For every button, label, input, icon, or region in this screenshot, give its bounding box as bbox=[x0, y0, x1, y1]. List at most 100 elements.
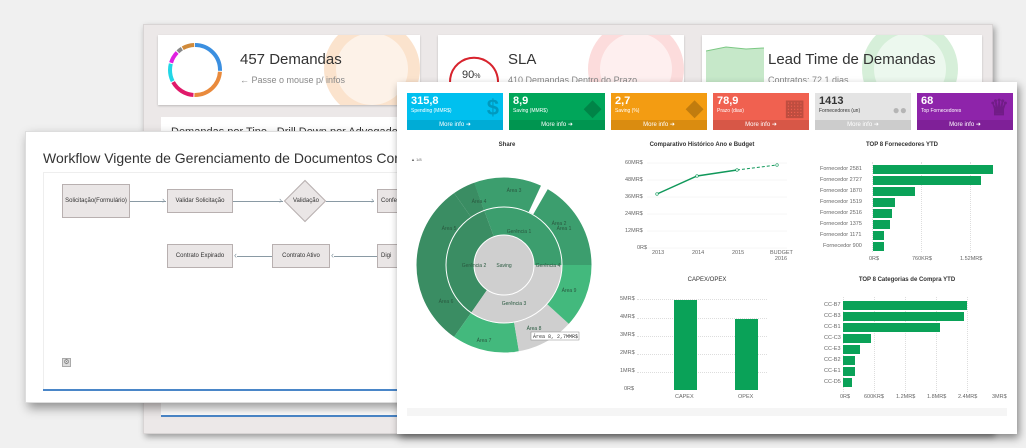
bar[interactable] bbox=[843, 312, 964, 321]
share-chart-title: Share bbox=[498, 142, 516, 148]
sla-gauge-value: 90% bbox=[462, 69, 481, 81]
calendar-icon: ▦ bbox=[784, 95, 805, 120]
tile-value: 315,8 bbox=[411, 95, 439, 107]
node-validacao-label: Validação bbox=[293, 198, 319, 204]
svg-text:Área 1: Área 1 bbox=[557, 225, 572, 232]
bar[interactable] bbox=[843, 323, 940, 332]
tile-label: Spending (MMR$) bbox=[411, 108, 452, 114]
chart-legend-note: ▲ 1/8 bbox=[411, 157, 422, 162]
dashboard-footer bbox=[407, 408, 1007, 416]
tile-top-fornecedores[interactable]: 68 Top Fornecedores ♛ More info ➜ bbox=[917, 93, 1013, 130]
node-contrato-ativo[interactable]: Contrato Ativo bbox=[272, 244, 330, 268]
bar[interactable] bbox=[843, 345, 860, 354]
bar[interactable] bbox=[873, 231, 884, 240]
bar-capex[interactable] bbox=[674, 300, 697, 390]
sla-subtitle: 410 Demandas Dentro do Prazo bbox=[508, 75, 638, 85]
demandas-title: 457 Demandas bbox=[240, 51, 342, 68]
bar[interactable] bbox=[873, 176, 981, 185]
demandas-subtitle: ← Passe o mouse p/ infos bbox=[240, 75, 346, 85]
edge bbox=[130, 201, 166, 202]
arrow-right-icon: › bbox=[279, 195, 282, 205]
tile-label: Fornecedores (un) bbox=[819, 108, 861, 114]
svg-text:Área 6: Área 6 bbox=[439, 298, 454, 305]
tile-prazo[interactable]: 78,9 Prazo (dias) ▦ More info ➜ bbox=[713, 93, 809, 130]
more-info-link[interactable]: More info ➜ bbox=[917, 120, 1013, 130]
more-info-link[interactable]: More info ➜ bbox=[611, 120, 707, 130]
svg-text:Gerência 2: Gerência 2 bbox=[462, 263, 487, 269]
svg-text:Área 4: Área 4 bbox=[472, 198, 487, 205]
bar[interactable] bbox=[843, 367, 855, 376]
tile-label: Saving (%) bbox=[615, 108, 640, 114]
demandas-donut-chart[interactable] bbox=[166, 41, 224, 99]
edge bbox=[237, 256, 272, 257]
arrow-right-icon: › bbox=[371, 195, 374, 205]
users-icon: ●● bbox=[892, 103, 908, 117]
edge bbox=[233, 201, 283, 202]
bar[interactable] bbox=[873, 220, 890, 229]
bar[interactable] bbox=[873, 209, 892, 218]
svg-text:Saving: Saving bbox=[496, 263, 512, 269]
capex-opex-title: CAPEX/OPEX bbox=[687, 277, 727, 283]
line-chart-title: Comparativo Histórico Ano e Budget bbox=[649, 142, 755, 148]
sla-gauge bbox=[449, 56, 499, 96]
bar-opex[interactable] bbox=[735, 319, 758, 390]
tile-value: 78,9 bbox=[717, 95, 739, 107]
bar[interactable] bbox=[873, 165, 993, 174]
tag-icon: ◆ bbox=[686, 95, 703, 120]
bar[interactable] bbox=[873, 187, 915, 196]
bar[interactable] bbox=[843, 301, 967, 310]
svg-text:Área 9: Área 9 bbox=[562, 287, 577, 294]
svg-text:Área 2: Área 2 bbox=[552, 220, 567, 227]
tile-value: 68 bbox=[921, 95, 934, 107]
more-info-link[interactable]: More info ➜ bbox=[509, 120, 605, 130]
node-solicitacao[interactable]: Solicitação(Formulário) bbox=[62, 184, 130, 218]
lead-time-title: Lead Time de Demandas bbox=[768, 51, 936, 68]
tile-label: Top Fornecedores bbox=[921, 108, 962, 114]
dollar-icon: $ bbox=[486, 95, 499, 120]
tag-icon: ◆ bbox=[584, 95, 601, 120]
arrow-left-icon: ‹ bbox=[234, 250, 237, 260]
bar[interactable] bbox=[843, 356, 855, 365]
edge bbox=[334, 256, 377, 257]
svg-text:Gerência 4: Gerência 4 bbox=[536, 263, 561, 269]
trophy-icon: ♛ bbox=[989, 95, 1009, 120]
bar[interactable] bbox=[873, 242, 884, 251]
sla-title: SLA bbox=[508, 51, 537, 68]
bar[interactable] bbox=[843, 378, 852, 387]
more-info-link[interactable]: More info ➜ bbox=[815, 120, 911, 130]
tile-spending[interactable]: 315,8 Spending (MMR$) $ More info ➜ bbox=[407, 93, 503, 130]
edge bbox=[326, 201, 374, 202]
tile-value: 2,7 bbox=[615, 95, 631, 107]
svg-text:Área 3: Área 3 bbox=[507, 187, 522, 194]
workflow-canvas: Solicitação(Formulário) › Validar Solici… bbox=[43, 172, 409, 390]
arrow-right-icon: › bbox=[162, 195, 165, 205]
node-validar-solicitacao[interactable]: Validar Solicitação bbox=[167, 189, 233, 213]
lead-time-subtitle: Contratos: 72.1 dias bbox=[768, 75, 849, 85]
panel-bottom-border bbox=[43, 389, 409, 391]
bar[interactable] bbox=[843, 334, 871, 343]
demandas-card[interactable]: 457 Demandas ← Passe o mouse p/ infos bbox=[158, 35, 420, 105]
sunburst-tooltip: Área 8, 2,7MMR$ bbox=[533, 333, 578, 340]
more-info-link[interactable]: More info ➜ bbox=[713, 120, 809, 130]
svg-text:Área 5: Área 5 bbox=[442, 225, 457, 232]
front-dashboard-window: 315,8 Spending (MMR$) $ More info ➜ 8,9 … bbox=[397, 82, 1017, 434]
tile-value: 1413 bbox=[819, 95, 844, 107]
bar[interactable] bbox=[873, 198, 895, 207]
tile-saving-pct[interactable]: 2,7 Saving (%) ◆ More info ➜ bbox=[611, 93, 707, 130]
tile-fornecedores[interactable]: 1413 Fornecedores (un) ●● More info ➜ bbox=[815, 93, 911, 130]
node-contrato-expirado[interactable]: Contrato Expirado bbox=[167, 244, 233, 268]
workflow-window: Workflow Vigente de Gerenciamento de Doc… bbox=[25, 131, 410, 403]
tile-label: Prazo (dias) bbox=[717, 108, 744, 114]
svg-text:Área 8: Área 8 bbox=[527, 325, 542, 332]
svg-text:Gerência 3: Gerência 3 bbox=[502, 301, 527, 307]
svg-text:Área 7: Área 7 bbox=[477, 337, 492, 344]
workflow-title: Workflow Vigente de Gerenciamento de Doc… bbox=[43, 150, 410, 166]
svg-text:Gerência 1: Gerência 1 bbox=[507, 229, 532, 235]
arrow-left-icon: ‹ bbox=[331, 250, 334, 260]
share-sunburst-chart[interactable]: Saving Gerência 1 Gerência 2 Gerência 3 … bbox=[414, 175, 594, 355]
settings-icon[interactable]: ⚙ bbox=[62, 358, 71, 367]
top-fornecedores-title: TOP 8 Fornecedores YTD bbox=[865, 142, 939, 148]
tile-saving-mmr[interactable]: 8,9 Saving (MMR$) ◆ More info ➜ bbox=[509, 93, 605, 130]
more-info-link[interactable]: More info ➜ bbox=[407, 120, 503, 130]
